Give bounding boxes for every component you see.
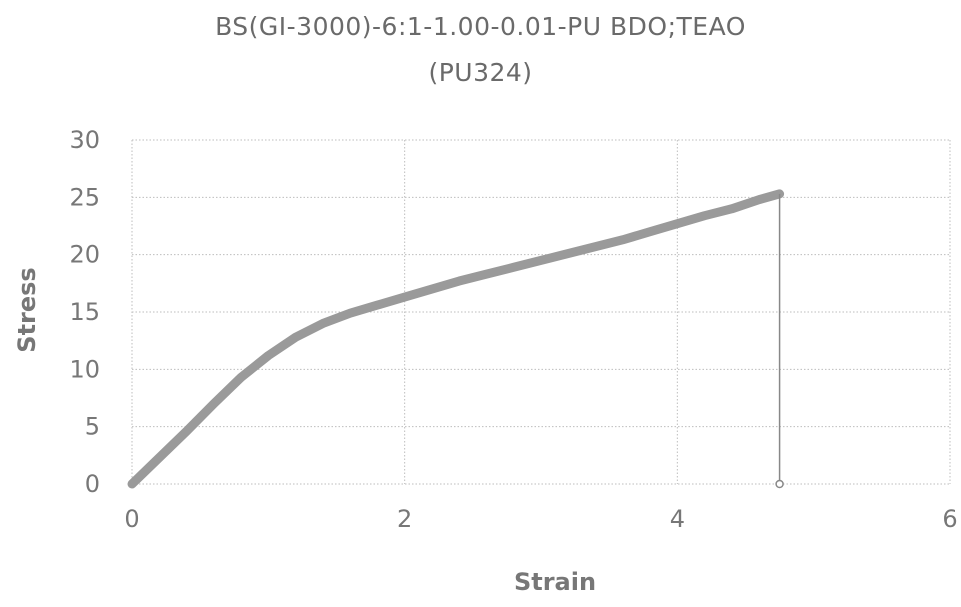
x-tick-label: 6 — [942, 505, 957, 533]
y-tick-label: 0 — [85, 470, 100, 498]
y-tick-label: 20 — [69, 241, 100, 269]
x-tick-label: 2 — [397, 505, 412, 533]
y-tick-label: 25 — [69, 183, 100, 211]
series-line — [132, 194, 780, 484]
x-axis-label: Strain — [514, 568, 596, 596]
series-end-point — [776, 481, 783, 488]
grid — [132, 140, 950, 484]
y-tick-label: 15 — [69, 298, 100, 326]
y-tick-label: 10 — [69, 355, 100, 383]
y-axis-label: Stress — [13, 267, 41, 352]
y-tick-label: 30 — [69, 126, 100, 154]
x-tick-label: 0 — [124, 505, 139, 533]
y-tick-label: 5 — [85, 413, 100, 441]
series — [132, 194, 783, 488]
x-tick-label: 4 — [670, 505, 685, 533]
tick-labels: 0 5 10 15 20 25 30 0 2 4 6 — [69, 126, 957, 533]
